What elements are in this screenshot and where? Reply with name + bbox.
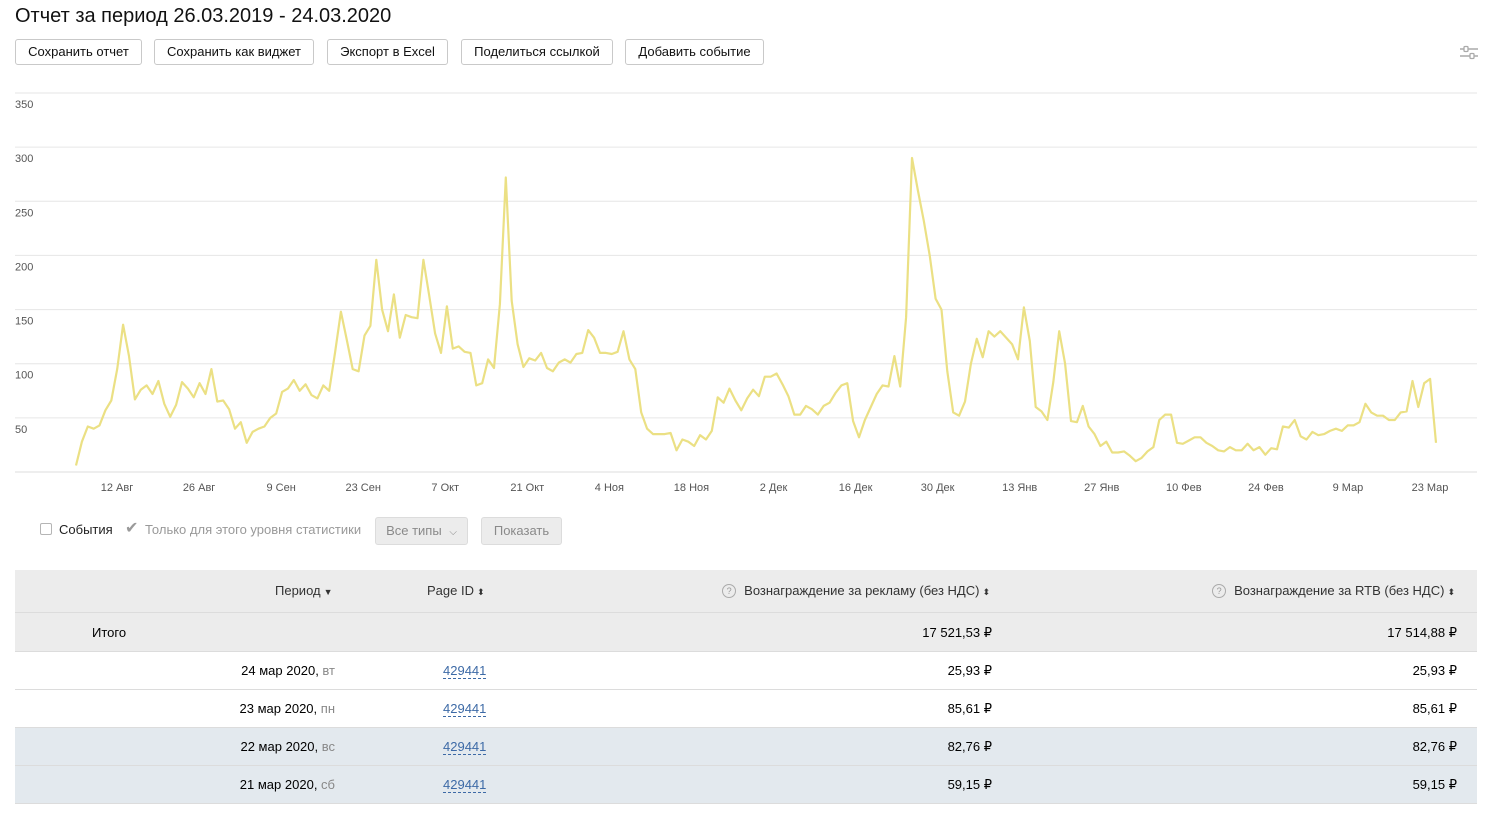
x-tick-label: 7 Окт [431, 482, 459, 494]
ad-reward-header-label: Вознаграждение за рекламу (без НДС) [744, 583, 980, 598]
only-level-label: Только для этого уровня статистики [145, 522, 362, 537]
help-icon[interactable]: ? [722, 584, 737, 598]
sort-icon: ⬍ [476, 587, 485, 597]
period-header-label: Период [275, 583, 321, 598]
y-tick-label: 150 [15, 316, 33, 328]
page-id-link[interactable]: 429441 [443, 739, 487, 755]
help-icon[interactable]: ? [1212, 584, 1227, 598]
x-tick-label: 10 Фев [1166, 482, 1202, 494]
y-tick-label: 350 [15, 99, 33, 111]
ad-reward-cell: 85,61 ₽ [947, 701, 992, 716]
sort-icon: ⬍ [982, 587, 990, 597]
ad-reward-cell: 59,15 ₽ [947, 777, 992, 792]
weekday-text: вс [321, 739, 335, 754]
total-rtb-reward: 17 514,88 ₽ [1387, 625, 1457, 640]
date-text: 22 мар 2020 [240, 739, 315, 754]
save-as-widget-button[interactable]: Сохранить как виджет [154, 39, 314, 65]
add-event-button[interactable]: Добавить событие [625, 39, 764, 65]
rtb-reward-header-label: Вознаграждение за RTB (без НДС) [1234, 583, 1445, 598]
x-tick-label: 30 Дек [921, 482, 955, 494]
period-cell: 23 мар 2020, пн [239, 701, 335, 716]
all-types-label: Все типы [386, 523, 442, 538]
events-checkbox[interactable] [40, 523, 52, 535]
table-row: 24 мар 2020, вт 429441 25,93 ₽ 25,93 ₽ [15, 652, 1477, 690]
x-tick-label: 13 Янв [1002, 482, 1037, 494]
share-link-button[interactable]: Поделиться ссылкой [461, 39, 613, 65]
rtb-reward-cell: 59,15 ₽ [1412, 777, 1457, 792]
table-row: 21 мар 2020, сб 429441 59,15 ₽ 59,15 ₽ [15, 766, 1477, 804]
page-id-column-header[interactable]: Page ID ⬍ [427, 570, 485, 613]
total-label: Итого [92, 625, 127, 640]
settings-sliders-icon[interactable] [1459, 44, 1479, 62]
x-tick-label: 21 Окт [510, 482, 544, 494]
x-tick-label: 12 Авг [101, 482, 133, 494]
page-id-cell: 429441 [443, 766, 487, 804]
page-id-cell: 429441 [443, 690, 487, 728]
x-tick-label: 4 Ноя [595, 482, 624, 494]
x-tick-label: 16 Дек [839, 482, 873, 494]
y-tick-label: 200 [15, 261, 33, 273]
x-tick-label: 9 Мар [1333, 482, 1364, 494]
date-text: 21 мар 2020 [239, 777, 314, 792]
rtb-reward-cell: 85,61 ₽ [1412, 701, 1457, 716]
y-tick-label: 100 [15, 370, 33, 382]
show-button[interactable]: Показать [481, 517, 562, 545]
y-tick-label: 300 [15, 153, 33, 165]
page-title: Отчет за период 26.03.2019 - 24.03.2020 [15, 5, 392, 27]
x-tick-label: 27 Янв [1084, 482, 1119, 494]
report-table: Период ▼ Page ID ⬍ ? Вознаграждение за рекл… [15, 570, 1477, 804]
ad-reward-cell: 25,93 ₽ [947, 663, 992, 678]
date-text: 23 мар 2020 [239, 701, 314, 716]
period-cell: 21 мар 2020, сб [239, 777, 335, 792]
ad-reward-cell: 82,76 ₽ [947, 739, 992, 754]
x-tick-label: 24 Фев [1248, 482, 1284, 494]
sort-down-icon: ▼ [323, 587, 333, 597]
weekday-text: сб [321, 777, 335, 792]
page-id-cell: 429441 [443, 728, 487, 766]
period-cell: 22 мар 2020, вс [240, 739, 335, 754]
sort-icon: ⬍ [1447, 587, 1455, 597]
chart-filters: События ✔ Только для этого уровня статис… [0, 517, 1485, 547]
y-tick-label: 50 [15, 424, 27, 436]
period-cell: 24 мар 2020, вт [241, 663, 335, 678]
x-tick-label: 23 Сен [345, 482, 380, 494]
page-id-link[interactable]: 429441 [443, 777, 487, 793]
page-id-link[interactable]: 429441 [443, 701, 487, 717]
ad-reward-column-header[interactable]: ? Вознаграждение за рекламу (без НДС) ⬍ [722, 570, 990, 613]
check-icon[interactable]: ✔ [125, 520, 139, 537]
events-label: События [59, 522, 113, 537]
rtb-reward-cell: 25,93 ₽ [1412, 663, 1457, 678]
chevron-down-icon: ⌵ [449, 527, 457, 538]
rtb-reward-column-header[interactable]: ? Вознаграждение за RTB (без НДС) ⬍ [1212, 570, 1455, 613]
save-report-button[interactable]: Сохранить отчет [15, 39, 142, 65]
total-ad-reward: 17 521,53 ₽ [922, 625, 992, 640]
y-tick-label: 250 [15, 207, 33, 219]
all-types-dropdown[interactable]: Все типы ⌵ [375, 517, 468, 545]
page-id-link[interactable]: 429441 [443, 663, 487, 679]
table-row: 22 мар 2020, вс 429441 82,76 ₽ 82,76 ₽ [15, 728, 1477, 766]
export-excel-button[interactable]: Экспорт в Excel [327, 39, 448, 65]
x-tick-label: 18 Ноя [674, 482, 709, 494]
table-header: Период ▼ Page ID ⬍ ? Вознаграждение за рекл… [15, 570, 1477, 613]
line-chart: 350 300 250 200 150 100 50 12 Авг 26 Авг 9 Сен 23 … [15, 92, 1477, 494]
series-line [74, 156, 1438, 466]
page-id-header-label: Page ID [427, 583, 474, 598]
period-column-header[interactable]: Период ▼ [275, 570, 333, 613]
table-row: 23 мар 2020, пн 429441 85,61 ₽ 85,61 ₽ [15, 690, 1477, 728]
x-tick-label: 9 Сен [266, 482, 295, 494]
date-text: 24 мар 2020 [241, 663, 316, 678]
total-row: Итого 17 521,53 ₽ 17 514,88 ₽ [15, 613, 1477, 652]
rtb-reward-cell: 82,76 ₽ [1412, 739, 1457, 754]
weekday-text: пн [320, 701, 335, 716]
x-tick-label: 2 Дек [760, 482, 788, 494]
x-tick-label: 23 Мар [1412, 482, 1449, 494]
x-tick-label: 26 Авг [183, 482, 215, 494]
weekday-text: вт [322, 663, 335, 678]
page-id-cell: 429441 [443, 652, 487, 690]
